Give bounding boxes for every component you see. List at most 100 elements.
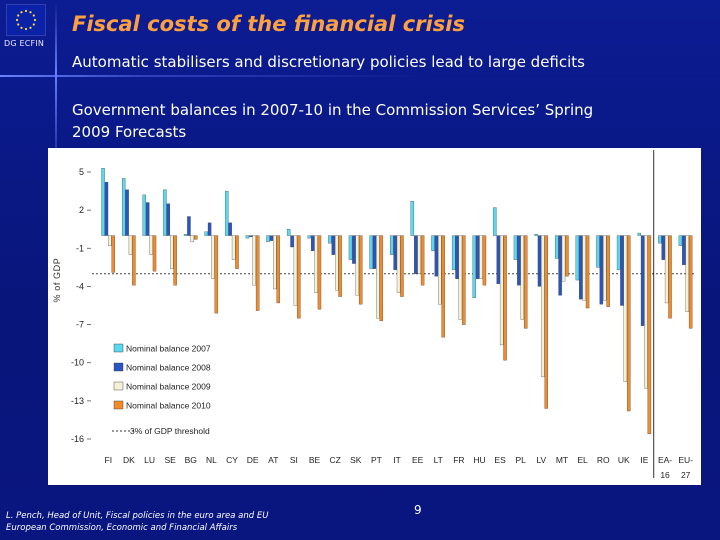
- government-balance-chart: % of GDP 5 2 -1 -4 -7 -10 -13 -16 FI DK LU SE BG NL CY D…: [52, 150, 696, 480]
- legend-label-2008: Nominal balance 2008: [126, 363, 211, 373]
- bar-PT-2009: [376, 235, 380, 319]
- bar-FR-2007: [451, 235, 456, 271]
- bar-SI-2009: [293, 235, 298, 306]
- bar-RO-2009: [603, 235, 607, 301]
- bar-LT-2007: [431, 235, 435, 251]
- bar-AT-2008: [269, 235, 274, 241]
- bar-BG-2007: [183, 234, 188, 236]
- footer-line-1: L. Pench, Head of Unit, Fiscal policies …: [6, 511, 269, 521]
- category-label: FR: [453, 455, 464, 465]
- legend-swatch-2010: [113, 400, 124, 410]
- bar-IE-2008: [640, 235, 645, 326]
- category-label: ES: [494, 455, 506, 465]
- bar-SI-2008: [290, 235, 294, 248]
- left-accent-line: [55, 0, 57, 180]
- bar-ES-2008: [496, 235, 500, 285]
- bar-DK-2008: [125, 189, 129, 236]
- y-tick-label: -1: [76, 243, 84, 253]
- category-label: SE: [165, 455, 177, 465]
- bar-FR-2008: [455, 235, 459, 279]
- bar-LV-2007: [534, 234, 538, 236]
- y-tick-label: -7: [76, 320, 84, 330]
- eu-star-icon: [29, 26, 32, 29]
- bar-MT-2008: [558, 235, 562, 296]
- category-label: HU: [473, 455, 485, 465]
- category-label: RO: [597, 455, 610, 465]
- dg-label: DG ECFIN: [4, 39, 45, 48]
- bar-RO-2008: [599, 235, 604, 305]
- eu-star-icon: [17, 23, 20, 26]
- bar-PT-2007: [369, 235, 373, 269]
- category-label: IE: [640, 455, 648, 465]
- bar-IT-2008: [393, 235, 397, 271]
- bar-DE-2010: [255, 235, 260, 311]
- bar-PL-2009: [520, 235, 524, 320]
- bar-EL-2008: [579, 235, 583, 300]
- footer-line-2: European Commission, Economic and Financ…: [6, 523, 238, 533]
- eu-star-icon: [17, 14, 20, 17]
- bar-LT-2010: [441, 235, 445, 338]
- bar-EA-16-2009: [664, 235, 669, 304]
- bar-DK-2009: [128, 235, 133, 255]
- bar-PT-2008: [372, 235, 377, 269]
- legend-label-2009: Nominal balance 2009: [126, 382, 211, 392]
- category-label: EL: [577, 455, 588, 465]
- category-label: EE: [412, 455, 424, 465]
- category-label: CZ: [329, 455, 340, 465]
- page-number: 9: [414, 503, 422, 517]
- category-label: EU-: [678, 455, 693, 465]
- eu-stars-icon: [15, 9, 37, 31]
- bar-RO-2010: [606, 235, 610, 307]
- legend-swatch-2009: [113, 381, 124, 391]
- caption-line-1: Government balances in 2007-10 in the Co…: [72, 101, 594, 119]
- eu-star-icon: [32, 14, 35, 17]
- bar-SI-2007: [286, 229, 291, 236]
- category-label: AT: [268, 455, 278, 465]
- eu-star-icon: [20, 26, 23, 29]
- bar-CY-2007: [225, 190, 229, 236]
- bar-LT-2008: [434, 235, 439, 277]
- bar-SK-2009: [355, 235, 360, 296]
- bar-PL-2007: [513, 235, 518, 260]
- bar-PL-2010: [523, 235, 528, 329]
- bar-LU-2010: [152, 235, 157, 272]
- bar-EL-2007: [575, 235, 580, 281]
- eu-flag-logo: [6, 4, 46, 36]
- bar-MT-2009: [561, 235, 566, 282]
- eu-star-icon: [24, 27, 28, 31]
- bar-NL-2007: [204, 231, 208, 236]
- bar-LU-2009: [149, 235, 153, 255]
- bar-EU-27-2010: [688, 235, 693, 329]
- bar-DK-2007: [121, 178, 126, 236]
- bar-AT-2009: [273, 235, 277, 290]
- bar-NL-2008: [207, 222, 212, 236]
- bar-CZ-2010: [338, 235, 342, 297]
- bar-ES-2007: [493, 207, 497, 236]
- bar-EE-2010: [420, 235, 425, 286]
- bar-IE-2009: [644, 235, 648, 389]
- category-label: PL: [516, 455, 527, 465]
- bar-CY-2009: [231, 235, 236, 260]
- bar-SK-2008: [352, 235, 356, 264]
- bar-HU-2007: [472, 235, 476, 299]
- eu-star-icon: [29, 11, 32, 14]
- y-tick-label: -10: [71, 358, 84, 368]
- bar-FI-2009: [108, 235, 112, 246]
- bar-EA-16-2007: [658, 235, 662, 244]
- bar-SK-2007: [348, 235, 353, 260]
- bar-LU-2007: [142, 194, 147, 236]
- bar-DE-2007: [245, 235, 250, 239]
- bar-EA-16-2010: [668, 235, 672, 319]
- category-label-line2: 16: [660, 470, 670, 480]
- bar-CZ-2008: [331, 235, 335, 255]
- y-axis-label: % of GDP: [52, 258, 62, 303]
- y-tick-label: -16: [71, 434, 84, 444]
- bar-LU-2008: [146, 202, 150, 236]
- bar-LV-2010: [544, 235, 548, 409]
- bar-EU-27-2007: [678, 235, 683, 246]
- bar-BE-2007: [307, 235, 311, 239]
- bar-FR-2010: [462, 235, 466, 325]
- bar-PL-2008: [517, 235, 521, 286]
- bar-BE-2009: [314, 235, 318, 293]
- bar-LT-2009: [438, 235, 442, 305]
